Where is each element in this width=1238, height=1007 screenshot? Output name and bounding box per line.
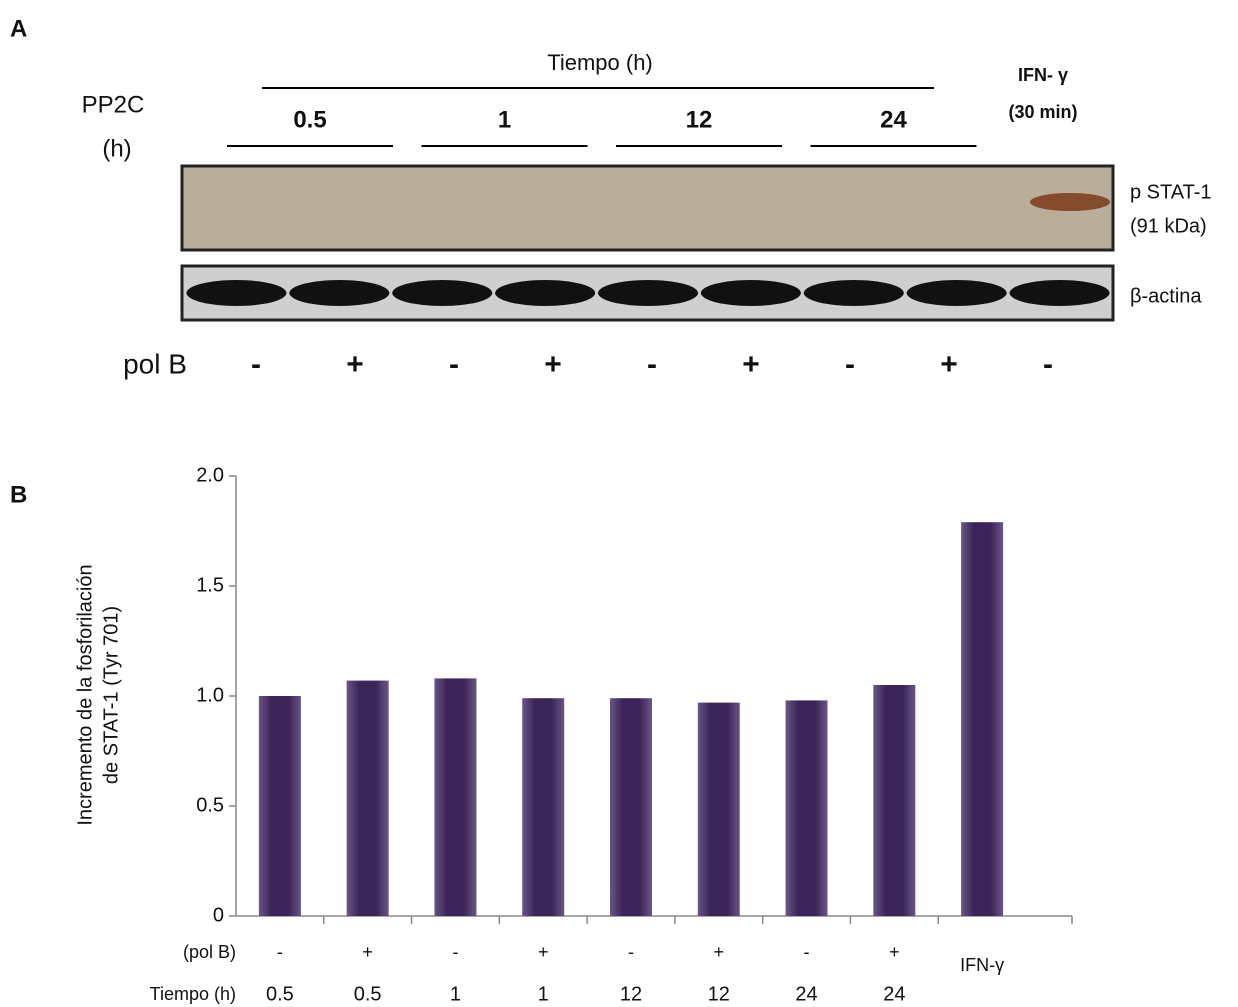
bar: [786, 700, 828, 916]
x-tick-label: 24: [883, 983, 905, 1005]
actin-bands: [186, 280, 1109, 306]
y-tick-label: 0.5: [196, 794, 224, 816]
pol-b-label: pol B: [123, 348, 187, 379]
panel-label: A: [10, 15, 27, 42]
time-header: Tiempo (h): [547, 50, 653, 75]
row-label: (pol B): [183, 942, 236, 962]
x-tick-label: 1: [538, 983, 549, 1005]
sign: -: [647, 348, 657, 381]
sign: -: [449, 348, 459, 381]
actin-band: [495, 280, 595, 306]
x-tick-label: +: [714, 942, 725, 962]
bar: [347, 681, 389, 916]
x-tick-label: -: [277, 942, 283, 962]
x-tick-label: 12: [620, 983, 642, 1005]
y-tick-label: 2.0: [196, 464, 224, 486]
actin-band: [289, 280, 389, 306]
blot-label: β-actina: [1130, 285, 1202, 307]
row-label: PP2C: [82, 91, 145, 118]
ifn-label: (30 min): [1008, 102, 1077, 122]
bar: [698, 703, 740, 916]
row-label: Tiempo (h): [150, 984, 236, 1004]
y-axis-label: de STAT-1 (Tyr 701): [100, 606, 122, 784]
sign: -: [1043, 348, 1053, 381]
bar: [873, 685, 915, 916]
x-tick-label: -: [804, 942, 810, 962]
time-label: 1: [498, 106, 511, 133]
y-tick-label: 1.5: [196, 574, 224, 596]
sign: +: [742, 348, 760, 381]
x-tick-label: +: [362, 942, 373, 962]
x-tick-label: 1: [450, 983, 461, 1005]
x-tick-label: -: [628, 942, 634, 962]
bar: [961, 522, 1003, 916]
time-label: 12: [686, 106, 713, 133]
actin-band: [804, 280, 904, 306]
bar: [522, 698, 564, 916]
ifn-label: IFN- γ: [1018, 65, 1068, 85]
actin-band: [701, 280, 801, 306]
sign: -: [845, 348, 855, 381]
blot-band: [1030, 193, 1110, 211]
signs: - + - + - + - + -: [251, 348, 1053, 381]
time-groups: 0.5 1 12 24: [227, 106, 977, 146]
x-tick-label: 12: [708, 983, 730, 1005]
y-axis-label: Incremento de la fosforilación: [74, 564, 96, 825]
y-tick-label: 0: [213, 904, 224, 926]
sign: +: [940, 348, 958, 381]
blot-label: p STAT-1: [1130, 181, 1212, 203]
x-tick-label: IFN-γ: [960, 955, 1004, 975]
sign: +: [544, 348, 562, 381]
bar: [434, 678, 476, 916]
blot-pstat: [182, 166, 1113, 250]
chart: 0 0.5 1.0 1.5 2.0 - 0.5 +0.5 - 1 +1 - 12 +12 - 24 +24 IFN…: [196, 464, 1072, 1005]
bar: [259, 696, 301, 916]
x-tick-label: 24: [795, 983, 817, 1005]
figure: A Tiempo (h) PP2C (h) IFN- γ (30 min) 0.…: [0, 0, 1238, 1007]
sign: +: [346, 348, 364, 381]
row-label: (h): [102, 135, 131, 162]
y-tick-label: 1.0: [196, 684, 224, 706]
sign: -: [251, 348, 261, 381]
x-tick-label: 0.5: [354, 983, 382, 1005]
actin-band: [392, 280, 492, 306]
x-tick-label: 0.5: [266, 983, 294, 1005]
time-label: 0.5: [293, 106, 326, 133]
bar: [610, 698, 652, 916]
actin-band: [186, 280, 286, 306]
x-tick-label: +: [889, 942, 900, 962]
x-tick-label: +: [538, 942, 549, 962]
actin-band: [907, 280, 1007, 306]
actin-band: [1010, 280, 1110, 306]
x-tick-label: -: [452, 942, 458, 962]
blot-label: (91 kDa): [1130, 215, 1207, 237]
time-label: 24: [880, 106, 907, 133]
panel-label: B: [10, 481, 27, 508]
actin-band: [598, 280, 698, 306]
